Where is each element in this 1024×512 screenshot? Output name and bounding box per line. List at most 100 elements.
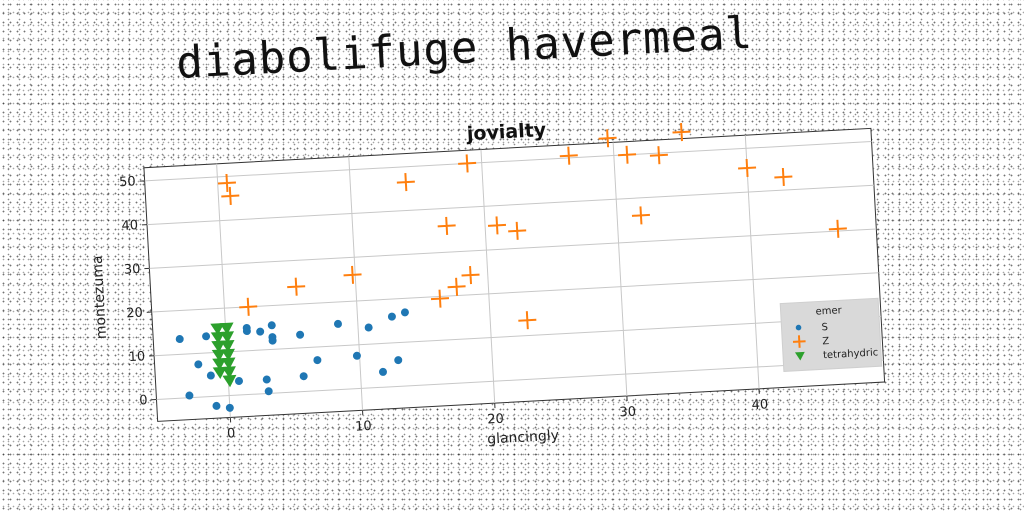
legend-marker <box>794 351 805 361</box>
tick-labels: 0 10 20 30 40 0 10 20 30 40 50 <box>119 174 769 441</box>
y-tick-label: 20 <box>126 306 143 322</box>
data-point <box>738 158 757 178</box>
legend-entry-label: tetrahydric <box>823 347 879 361</box>
y-gridline <box>149 228 877 269</box>
data-point <box>211 349 226 362</box>
data-point <box>508 221 527 240</box>
x-axis-label: glancingly <box>487 428 560 448</box>
data-point <box>212 357 227 371</box>
data-marks <box>175 123 847 412</box>
data-point <box>221 186 240 206</box>
x-gridline <box>348 156 364 411</box>
y-tick-label: 40 <box>121 218 138 234</box>
y-tick-label: 0 <box>139 393 148 408</box>
legend-marker <box>792 335 806 348</box>
data-point <box>333 319 342 328</box>
data-point <box>378 367 387 376</box>
data-point <box>267 321 276 330</box>
x-tick-label: 0 <box>227 426 236 441</box>
data-point <box>430 289 450 308</box>
legend-entry-label: Z <box>822 336 830 347</box>
y-tick-label: 10 <box>128 349 145 365</box>
legend-box <box>779 297 883 372</box>
data-point <box>264 387 273 396</box>
data-point <box>202 332 211 341</box>
data-point <box>299 372 308 381</box>
data-point <box>221 366 236 379</box>
data-point <box>598 129 617 148</box>
data-point <box>221 357 236 370</box>
data-point <box>185 391 194 400</box>
data-point <box>210 331 225 344</box>
data-point <box>256 327 265 336</box>
legend-entry-label: S <box>821 322 828 333</box>
x-tick-label: 10 <box>355 419 372 435</box>
y-gridline <box>144 141 872 182</box>
data-point <box>364 323 373 332</box>
data-point <box>219 322 234 335</box>
data-point <box>487 216 507 235</box>
y-tick-label: 50 <box>119 174 136 190</box>
data-point <box>234 377 243 386</box>
data-point <box>396 173 415 192</box>
data-point <box>220 348 235 361</box>
x-tick-label: 40 <box>751 397 768 413</box>
data-point <box>618 145 637 164</box>
data-point <box>458 154 477 173</box>
data-point <box>672 123 691 142</box>
legend-marker <box>795 324 802 331</box>
data-point <box>242 323 251 332</box>
data-point <box>262 375 271 384</box>
y-gridline <box>154 315 882 357</box>
data-point <box>649 146 668 165</box>
y-tick-label: 30 <box>123 262 140 278</box>
y-gridline <box>156 359 884 401</box>
data-point <box>400 308 409 317</box>
plot-background <box>143 127 886 422</box>
x-gridline <box>480 149 496 404</box>
x-gridline <box>612 142 628 396</box>
data-point <box>394 356 403 365</box>
x-gridline <box>744 135 760 389</box>
data-point <box>631 206 650 225</box>
data-point <box>828 219 847 238</box>
y-gridline <box>146 184 874 226</box>
x-tick-label: 20 <box>487 412 504 428</box>
plot-title: jovialty <box>465 119 547 145</box>
data-point <box>352 351 361 360</box>
data-point <box>296 330 305 339</box>
data-point <box>217 173 236 193</box>
data-point <box>220 339 235 353</box>
y-axis-label: montezuma <box>90 255 110 339</box>
data-point <box>206 371 215 380</box>
data-point <box>313 356 322 365</box>
data-point <box>268 333 277 342</box>
data-point <box>225 403 234 412</box>
data-point <box>239 297 258 316</box>
data-point <box>194 360 203 369</box>
data-point <box>343 265 362 284</box>
data-point <box>559 146 578 165</box>
legend-title: emer <box>815 305 843 317</box>
data-point <box>222 374 237 388</box>
data-point <box>212 366 227 379</box>
data-point <box>220 331 235 344</box>
data-point <box>211 340 226 353</box>
grid <box>144 135 884 418</box>
plot-area: 0 10 20 30 40 0 10 20 30 40 50 jovialty glancingly… <box>90 119 886 448</box>
data-point <box>287 277 306 296</box>
x-tick-label: 30 <box>619 405 636 421</box>
data-point <box>437 216 456 235</box>
data-point <box>518 311 537 330</box>
y-gridline <box>151 272 879 313</box>
data-point <box>175 335 184 344</box>
data-point <box>387 312 396 321</box>
data-point <box>774 167 793 187</box>
data-point <box>210 322 225 336</box>
data-point <box>212 401 221 410</box>
data-point <box>461 266 480 285</box>
data-point <box>447 277 466 296</box>
